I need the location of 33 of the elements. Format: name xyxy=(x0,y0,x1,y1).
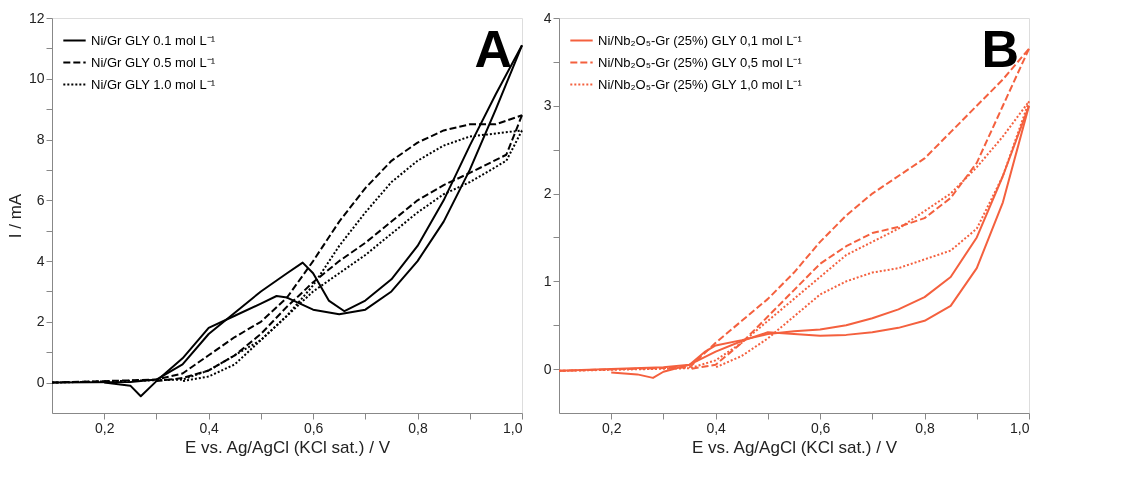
legend-label: Ni/Nb₂O₅-Gr (25%) GLY 0,5 mol L⁻¹ xyxy=(598,54,803,70)
y-tick-label: 10 xyxy=(28,70,45,87)
legend-label: Ni/Nb₂O₅-Gr (25%) GLY 1,0 mol L⁻¹ xyxy=(598,76,803,92)
legend-label: Ni/Gr GLY 1.0 mol L⁻¹ xyxy=(91,76,216,92)
x-tick-label: 1,0 xyxy=(503,419,523,436)
x-tick-label: 0,4 xyxy=(706,419,727,436)
x-tick-label: 0,6 xyxy=(303,419,324,436)
y-tick-label: 6 xyxy=(36,191,45,208)
y-axis-title: I / mA xyxy=(5,193,25,239)
x-tick-label: 0,2 xyxy=(94,419,115,436)
x-axis-title: E vs. Ag/AgCl (KCl sat.) / V xyxy=(691,437,898,457)
legend-label: Ni/Gr GLY 0.1 mol L⁻¹ xyxy=(91,32,216,48)
y-tick-label: 0 xyxy=(543,360,552,377)
y-tick-label: 4 xyxy=(543,9,552,26)
x-tick-label: 0,6 xyxy=(810,419,831,436)
x-tick-label: 0,4 xyxy=(199,419,220,436)
y-tick-label: 2 xyxy=(543,185,552,202)
y-tick-label: 3 xyxy=(543,97,552,114)
y-tick-label: 4 xyxy=(36,252,45,269)
y-tick-label: 1 xyxy=(543,272,552,289)
y-tick-label: 12 xyxy=(28,9,45,26)
annotation: B xyxy=(981,20,1019,78)
annotation: A xyxy=(474,20,512,78)
x-tick-label: 0,2 xyxy=(601,419,622,436)
y-tick-label: 2 xyxy=(36,313,45,330)
x-tick-label: 0,8 xyxy=(408,419,428,436)
x-tick-label: 1,0 xyxy=(1010,419,1030,436)
legend-label: Ni/Nb₂O₅-Gr (25%) GLY 0,1 mol L⁻¹ xyxy=(598,32,803,48)
x-tick-label: 0,8 xyxy=(915,419,935,436)
y-tick-label: 8 xyxy=(36,131,45,148)
legend-label: Ni/Gr GLY 0.5 mol L⁻¹ xyxy=(91,54,216,70)
y-tick-label: 0 xyxy=(36,374,45,391)
x-axis-title: E vs. Ag/AgCl (KCl sat.) / V xyxy=(184,437,391,457)
